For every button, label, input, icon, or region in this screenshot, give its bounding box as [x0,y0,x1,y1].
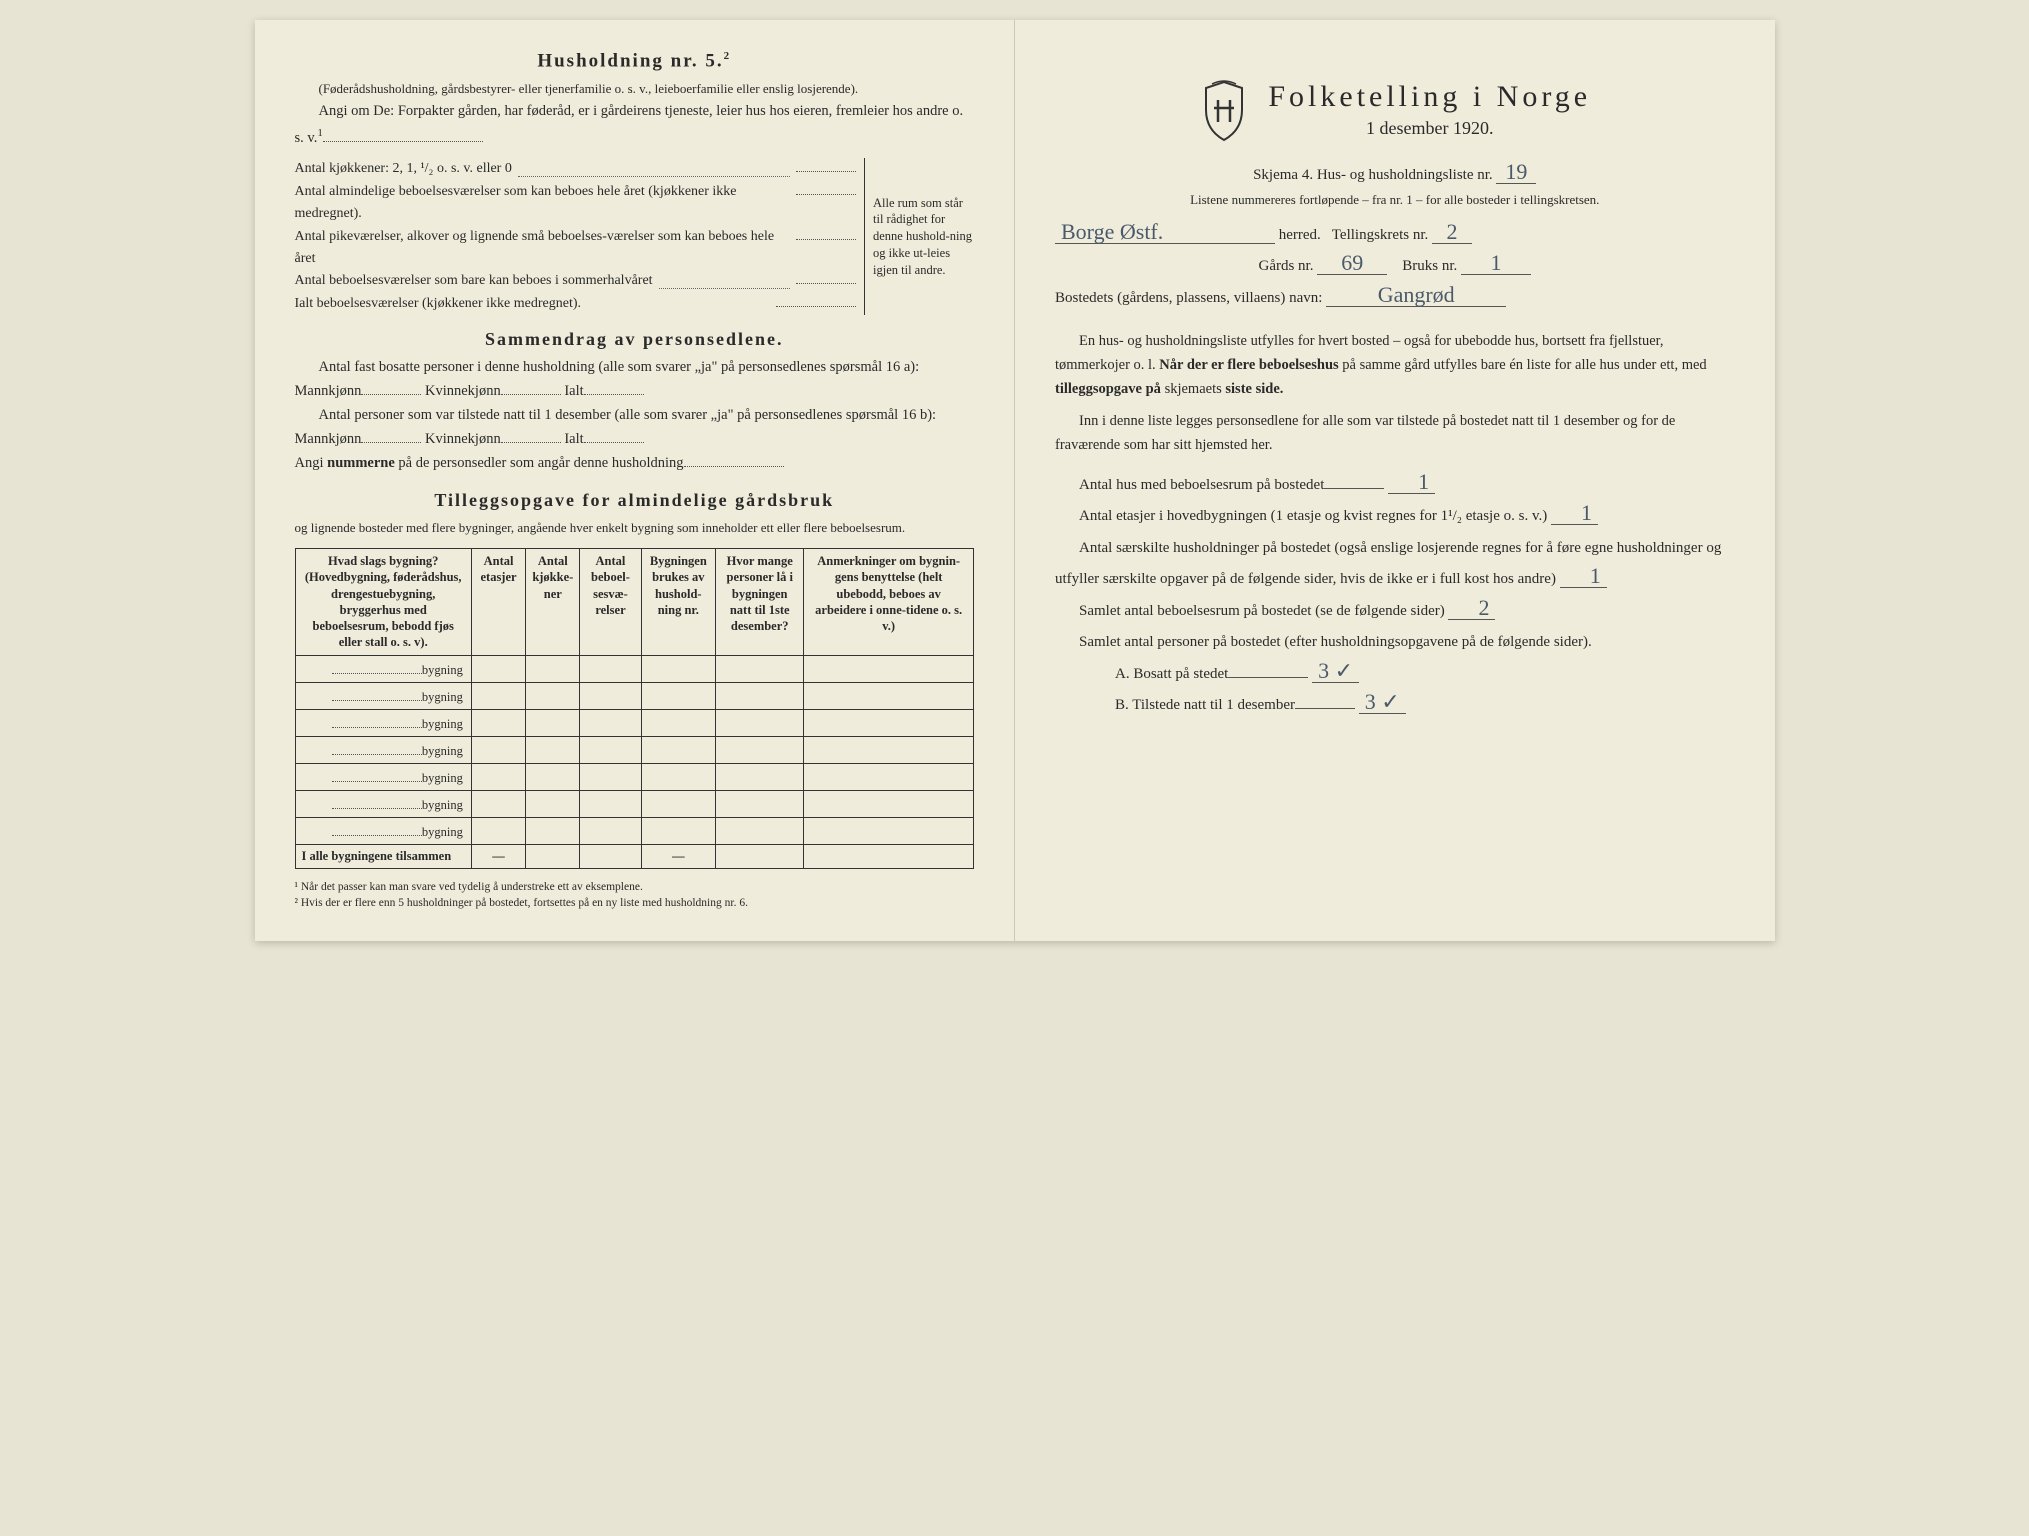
q4-field: 2 [1448,597,1495,620]
title-block: Folketelling i Norge 1 desember 1920. [1055,80,1735,144]
kitchen-line: Antal kjøkkener: 2, 1, ¹/₂ o. s. v. elle… [295,158,857,180]
table-footer-label: I alle bygningene tilsammen [295,844,471,868]
q1-field: 1 [1388,471,1435,494]
brace-line-3: Antal beboelsesværelser som bare kan beb… [295,270,857,292]
sub-title: 1 desember 1920. [1268,118,1591,139]
table-row: bygning [295,736,974,763]
q3-field: 1 [1560,565,1607,588]
herred-field: Borge Østf. [1055,221,1275,244]
summary-line-3: Angi nummerne på de personsedler som ang… [295,452,975,476]
table-row: bygning [295,790,974,817]
table-row: bygning [295,655,974,682]
q1: Antal hus med beboelsesrum på bostedet 1 [1055,470,1735,502]
th-5: Bygningen brukes av hushold-ning nr. [641,549,716,656]
gards-line: Gårds nr. 69 Bruks nr. 1 [1055,251,1735,283]
bosted-field: Gangrød [1326,284,1506,307]
ialt-line: Ialt beboelsesværelser (kjøkkener ikke m… [295,293,857,315]
th-6: Hvor mange personer lå i bygningen natt … [716,549,804,656]
qB-field: 3 ✓ [1359,691,1406,714]
table-row: bygning [295,709,974,736]
intro-text-1: (Føderådshusholdning, gårdsbestyrer- ell… [295,78,975,99]
intro-text-2: Angi om De: Forpakter gården, har føderå… [295,100,975,151]
bruks-field: 1 [1461,252,1531,275]
summary-line-1: Antal fast bosatte personer i denne hush… [295,356,975,404]
th-1: Hvad slags bygning? (Hovedbygning, føder… [295,549,471,656]
tillegg-sub: og lignende bosteder med flere bygninger… [295,517,975,538]
main-title: Folketelling i Norge [1268,80,1591,114]
skjema-line: Skjema 4. Hus- og husholdningsliste nr. … [1055,160,1735,192]
th-2: Antal etasjer [471,549,525,656]
q2: Antal etasjer i hovedbygningen (1 etasje… [1055,501,1735,533]
tillegg-heading: Tilleggsopgave for almindelige gårdsbruk [295,490,975,511]
para-2: Inn i denne liste legges personsedlene f… [1055,410,1735,458]
qA-field: 3 ✓ [1312,660,1359,683]
left-page: Husholdning nr. 5.2 (Føderådshusholdning… [255,20,1016,941]
th-7: Anmerkninger om bygnin-gens benyttelse (… [804,549,974,656]
document-spread: Husholdning nr. 5.2 (Føderådshusholdning… [255,20,1775,941]
table-row: bygning [295,763,974,790]
summary-line-2: Antal personer som var tilstede natt til… [295,404,975,452]
tellingskrets-field: 2 [1432,221,1472,244]
skjema-nr-field: 19 [1496,161,1536,184]
q2-field: 1 [1551,502,1598,525]
brace-line-2: Antal pikeværelser, alkover og lignende … [295,226,857,271]
brace-note: Alle rum som står til rådighet for denne… [864,158,974,315]
household-heading: Husholdning nr. 5.2 [295,50,975,72]
th-4: Antal beboel-sesvæ-relser [580,549,641,656]
table-row: bygning [295,817,974,844]
gards-field: 69 [1317,252,1387,275]
right-page: Folketelling i Norge 1 desember 1920. Sk… [1015,20,1775,941]
q3: Antal særskilte husholdninger på bostede… [1055,533,1735,596]
q4: Samlet antal beboelsesrum på bostedet (s… [1055,596,1735,628]
listene-note: Listene nummereres fortløpende – fra nr.… [1055,192,1735,208]
building-table: Hvad slags bygning? (Hovedbygning, føder… [295,548,975,869]
para-1: En hus- og husholdningsliste utfylles fo… [1055,330,1735,402]
qA: A. Bosatt på stedet 3 ✓ [1055,659,1735,691]
footnote-1: ¹ Når det passer kan man svare ved tydel… [295,879,975,895]
summary-heading: Sammendrag av personsedlene. [295,329,975,350]
footnote-2: ² Hvis der er flere enn 5 husholdninger … [295,895,975,911]
brace-line-1: Antal almindelige beboelsesværelser som … [295,181,857,226]
table-row: bygning [295,682,974,709]
th-3: Antal kjøkke-ner [526,549,580,656]
footnotes: ¹ Når det passer kan man svare ved tydel… [295,879,975,911]
brace-block: Antal kjøkkener: 2, 1, ¹/₂ o. s. v. elle… [295,158,975,315]
bosted-line: Bostedets (gårdens, plassens, villaens) … [1055,283,1735,315]
herred-line: Borge Østf. herred. Tellingskrets nr. 2 [1055,220,1735,252]
coat-of-arms-icon [1198,80,1250,144]
q5: Samlet antal personer på bostedet (efter… [1055,627,1735,659]
qB: B. Tilstede natt til 1 desember 3 ✓ [1055,690,1735,722]
